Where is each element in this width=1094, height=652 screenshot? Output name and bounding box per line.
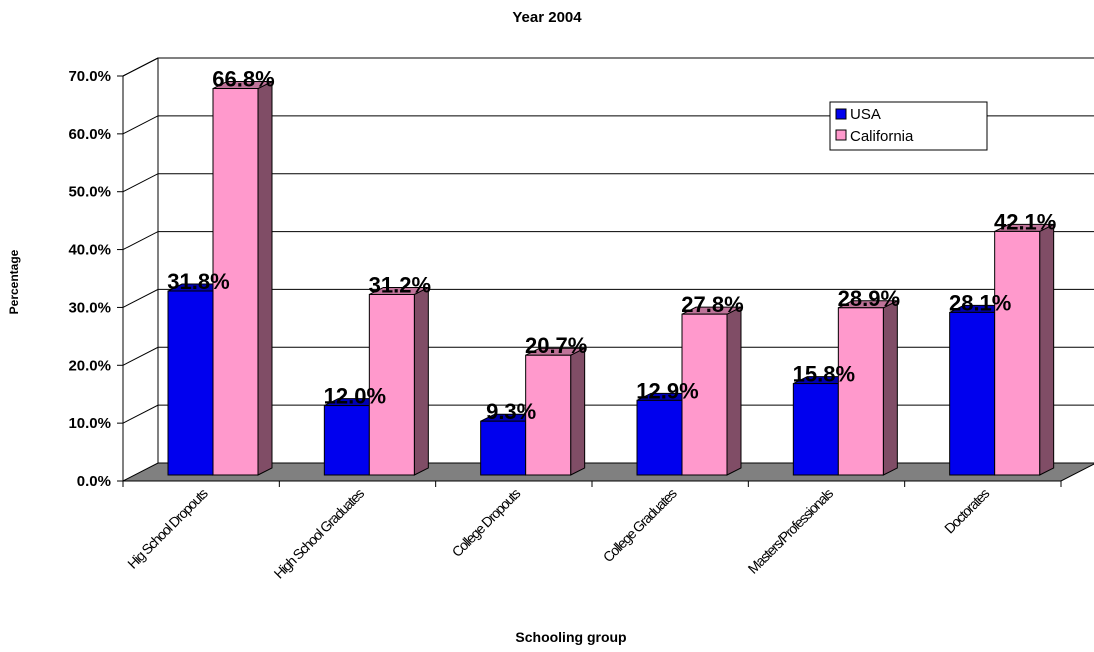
bar-front: [167, 290, 214, 476]
y-tick-label: 10.0%: [68, 415, 111, 432]
bar-california: [681, 306, 742, 476]
chart-title: Year 2004: [512, 9, 582, 26]
x-axis-categories: Hig School Dropouts High School Graduates…: [122, 481, 1062, 582]
legend: USA California: [829, 101, 988, 151]
data-label: 20.7%: [525, 333, 587, 358]
data-label: 9.3%: [486, 399, 536, 424]
x-category-label: College Dropouts: [449, 485, 524, 560]
bar-side: [882, 299, 898, 476]
data-label: 15.8%: [793, 362, 855, 387]
bar-side: [570, 347, 586, 476]
y-tick-label: 70.0%: [68, 68, 111, 85]
y-tick-label: 30.0%: [68, 299, 111, 316]
x-category-label: College Graduates: [600, 485, 680, 565]
bar-front: [368, 293, 415, 476]
gridlines: [122, 57, 1094, 481]
y-axis-title: Percentage: [7, 249, 21, 314]
bar-side: [413, 286, 429, 476]
bar-california: [994, 223, 1055, 476]
x-axis-title: Schooling group: [515, 629, 626, 645]
data-label: 12.0%: [324, 384, 386, 409]
bar-front: [837, 307, 884, 476]
bar-front: [994, 230, 1041, 476]
bar-california: [368, 286, 429, 476]
legend-label-california: California: [850, 128, 914, 145]
bar-side: [257, 80, 273, 476]
y-tick-label: 50.0%: [68, 184, 111, 201]
y-tick-label: 40.0%: [68, 242, 111, 259]
wall-edge: [122, 57, 159, 77]
y-tick-label: 60.0%: [68, 126, 111, 143]
bar-california: [837, 299, 898, 476]
bar-front: [480, 420, 527, 476]
bar-front: [681, 313, 728, 476]
bar-side: [726, 306, 742, 476]
y-axis-ticks: 0.0% 10.0% 20.0% 30.0% 40.0% 50.0% 60.0% 70.0%: [68, 68, 123, 490]
y-tick-label: 20.0%: [68, 357, 111, 374]
bar-front: [212, 88, 259, 476]
x-category-label: Masters/Professionals: [745, 485, 837, 577]
data-label: 31.8%: [167, 269, 229, 294]
bar-front: [792, 383, 839, 476]
x-category-label: High School Graduates: [271, 485, 368, 582]
data-label: 66.8%: [212, 67, 274, 92]
data-label: 27.8%: [681, 292, 743, 317]
legend-box: [829, 101, 988, 151]
legend-label-usa: USA: [850, 106, 881, 123]
bar-side: [1039, 223, 1055, 476]
bars: [167, 80, 1055, 476]
bar-front: [636, 399, 683, 476]
bar-front: [949, 311, 996, 476]
y-tick-label: 0.0%: [77, 473, 111, 490]
data-labels: 31.8% 66.8% 12.0% 31.2% 9.3% 20.7% 12.9% 27.8% 1…: [167, 67, 1056, 425]
data-label: 31.2%: [369, 272, 431, 297]
data-label: 28.1%: [949, 290, 1011, 315]
bar-front: [323, 405, 370, 476]
x-category-label: Hig School Dropouts: [124, 485, 211, 572]
data-label: 12.9%: [636, 378, 698, 403]
bar-front: [525, 354, 572, 476]
legend-swatch-usa: [835, 108, 847, 120]
bar-california: [212, 80, 273, 476]
x-category-label: Doctorates: [941, 485, 993, 537]
bar-california: [525, 347, 586, 476]
data-label: 42.1%: [994, 209, 1056, 234]
data-label: 28.9%: [838, 286, 900, 311]
legend-swatch-california: [835, 129, 847, 141]
